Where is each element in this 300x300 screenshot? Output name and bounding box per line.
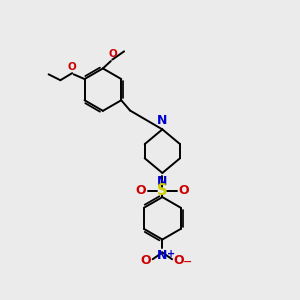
Text: N: N (157, 249, 168, 262)
Text: O: O (68, 62, 76, 72)
Text: O: O (178, 184, 189, 197)
Text: O: O (108, 49, 117, 59)
Text: S: S (157, 183, 168, 198)
Text: N: N (157, 175, 168, 188)
Text: +: + (167, 249, 175, 259)
Text: −: − (183, 257, 192, 267)
Text: N: N (157, 114, 168, 127)
Text: O: O (141, 254, 151, 267)
Text: O: O (174, 254, 184, 267)
Text: O: O (136, 184, 146, 197)
